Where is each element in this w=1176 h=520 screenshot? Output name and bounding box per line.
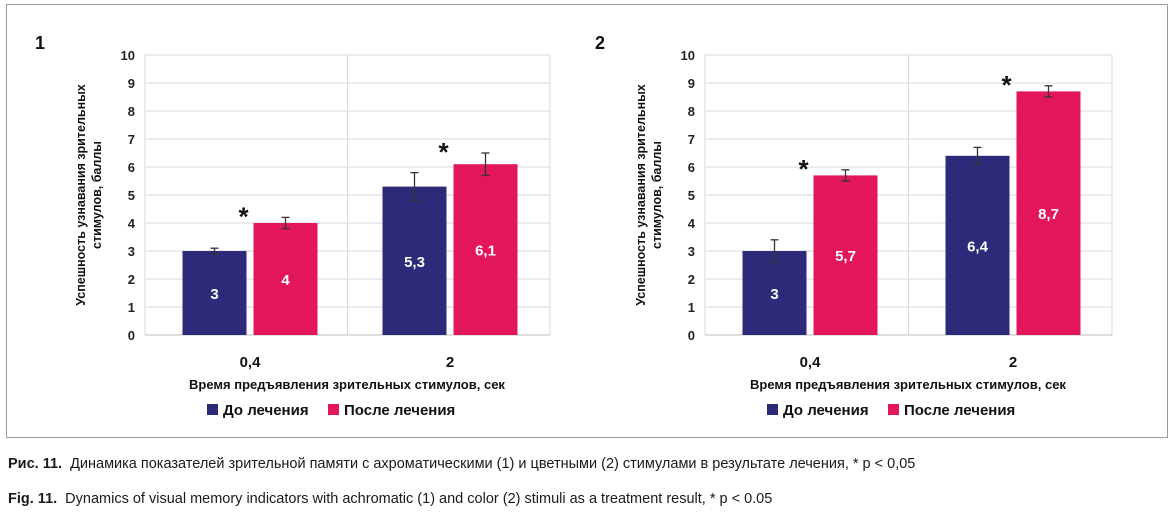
panel2-legend-swatch-after bbox=[888, 404, 899, 415]
panel1-y-tick-label: 8 bbox=[128, 104, 135, 119]
panel2-y-tick-label: 5 bbox=[688, 188, 695, 203]
panel1-significance-star: * bbox=[238, 201, 249, 231]
panel2-y-tick-label: 2 bbox=[688, 272, 695, 287]
panel1-bar-before bbox=[382, 186, 447, 335]
panel1-data-label: 6,1 bbox=[475, 243, 496, 260]
panel1-y-axis-label: Успешность узнавания зрительных стимулов,… bbox=[74, 84, 104, 306]
panel2-y-tick-label: 6 bbox=[688, 160, 695, 175]
panel1-bar-after bbox=[253, 223, 318, 335]
panel2-legend-label: До лечения bbox=[783, 402, 869, 419]
panel2-y-axis-label: Успешность узнавания зрительных стимулов,… bbox=[634, 84, 664, 306]
panel2-data-label: 3 bbox=[770, 286, 778, 303]
panel1-y-tick-label: 5 bbox=[128, 188, 135, 203]
panel1-x-tick-label: 2 bbox=[446, 354, 454, 371]
panel2-significance-star: * bbox=[1001, 70, 1012, 100]
panel1-significance-star: * bbox=[438, 137, 449, 167]
panel1-y-tick-label: 9 bbox=[128, 76, 135, 91]
caption-ru-label: Рис. 11. bbox=[8, 456, 63, 472]
panel2-legend-swatch-before bbox=[767, 404, 778, 415]
panel2-y-tick-label: 1 bbox=[688, 300, 695, 315]
panel1-y-tick-label: 3 bbox=[128, 244, 135, 259]
panel2-significance-star: * bbox=[798, 154, 809, 184]
panel2-y-tick-label: 4 bbox=[688, 216, 696, 231]
panel1-y-tick-label: 4 bbox=[128, 216, 136, 231]
caption-en-text: Dynamics of visual memory indicators wit… bbox=[65, 491, 773, 507]
panel2-bar-after bbox=[1016, 91, 1081, 336]
panel1-data-label: 3 bbox=[210, 286, 218, 303]
panel2-x-tick-label: 2 bbox=[1009, 354, 1017, 371]
panel2-y-tick-label: 9 bbox=[688, 76, 695, 91]
panel1-data-label: 4 bbox=[281, 272, 290, 289]
panel2-bar-after bbox=[813, 175, 878, 335]
panel2-bar-before bbox=[742, 251, 807, 335]
panel1-y-tick-label: 0 bbox=[128, 328, 135, 343]
panel2-y-tick-label: 8 bbox=[688, 104, 695, 119]
panel1-y-tick-label: 7 bbox=[128, 132, 135, 147]
panel2-data-label: 8,7 bbox=[1038, 206, 1059, 223]
caption-en: Fig. 11. Dynamics of visual memory indica… bbox=[8, 491, 772, 507]
panel1-x-axis-label: Время предъявления зрительных стимулов, … bbox=[189, 377, 505, 392]
panel1-y-tick-label: 6 bbox=[128, 160, 135, 175]
panel2-bar-before bbox=[945, 155, 1010, 335]
caption-ru: Рис. 11. Динамика показателей зрительной … bbox=[8, 456, 915, 472]
panel1-legend-swatch-after bbox=[328, 404, 339, 415]
panel2-y-tick-label: 7 bbox=[688, 132, 695, 147]
panel2-label: 2 bbox=[595, 33, 605, 53]
panel2-x-axis-label: Время предъявления зрительных стимулов, … bbox=[750, 377, 1066, 392]
panel1-legend-label: После лечения bbox=[344, 402, 455, 419]
panel1-legend-label: До лечения bbox=[223, 402, 309, 419]
panel1-x-tick-label: 0,4 bbox=[240, 354, 262, 371]
panel1-legend-swatch-before bbox=[207, 404, 218, 415]
panel2-legend-label: После лечения bbox=[904, 402, 1015, 419]
panel1-y-tick-label: 2 bbox=[128, 272, 135, 287]
caption-ru-text: Динамика показателей зрительной памяти с… bbox=[70, 456, 916, 472]
panel1-data-label: 5,3 bbox=[404, 254, 425, 271]
panel2-y-tick-label: 3 bbox=[688, 244, 695, 259]
panel1-bar-before bbox=[182, 251, 247, 335]
panel2-x-tick-label: 0,4 bbox=[800, 354, 822, 371]
caption-en-label: Fig. 11. bbox=[8, 491, 58, 507]
panel1-bar-after bbox=[453, 164, 518, 335]
panel2-data-label: 5,7 bbox=[835, 248, 856, 265]
figure-frame: 1 0 1 2 3 4 5 6 7 8 9 10 3 4 * 0,4 5,3 6,1 * 2 Успешность уз… bbox=[6, 4, 1168, 438]
panel1-y-tick-label: 1 bbox=[128, 300, 135, 315]
panel2-data-label: 6,4 bbox=[967, 238, 989, 255]
panel1-y-tick-label: 10 bbox=[121, 48, 135, 63]
panel2-y-tick-label: 0 bbox=[688, 328, 695, 343]
panel1-label: 1 bbox=[35, 33, 45, 53]
panel2-y-tick-label: 10 bbox=[681, 48, 695, 63]
